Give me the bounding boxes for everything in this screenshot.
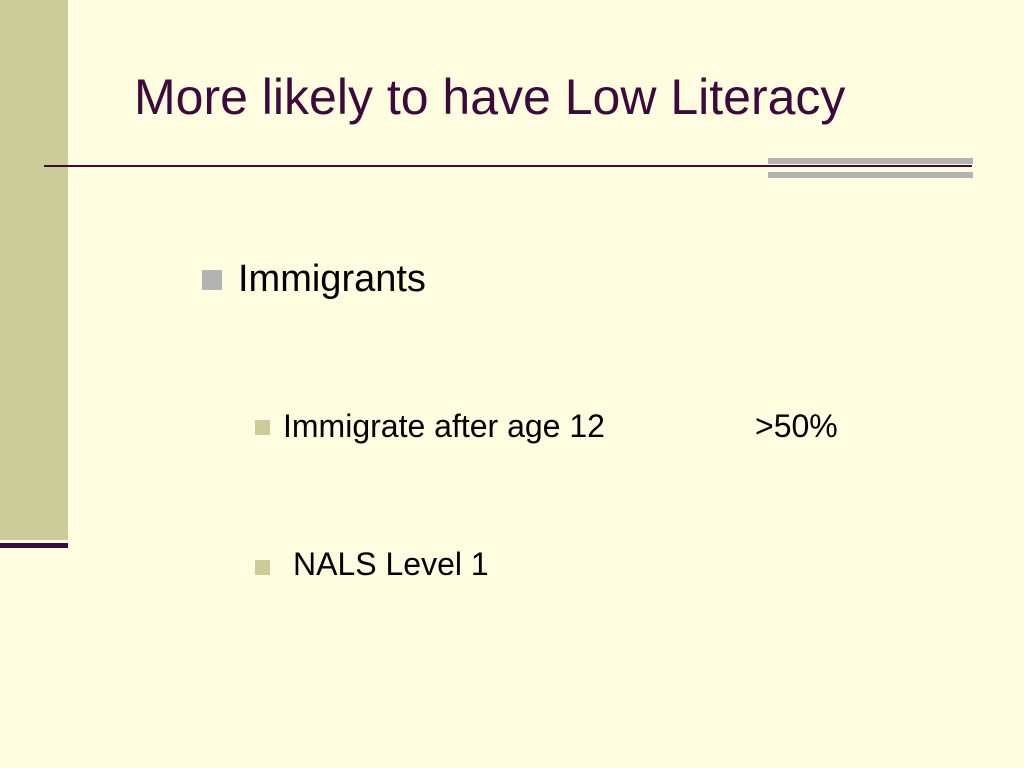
bullet-marker [202, 270, 222, 290]
bullet-text: Immigrants [238, 258, 426, 300]
title: More likely to have Low Literacy [134, 69, 846, 125]
bullet-text: NALS Level 1 [293, 546, 489, 582]
side-band [0, 0, 68, 540]
title-rule [44, 165, 972, 167]
bullet-text: Immigrate after age 12 [283, 408, 605, 444]
accent-bar [768, 158, 973, 164]
bullet-value: >50% [755, 408, 838, 444]
bullet-marker [255, 560, 270, 575]
bullet-marker [255, 420, 270, 435]
accent-bar [768, 172, 973, 178]
side-rule [0, 543, 68, 548]
